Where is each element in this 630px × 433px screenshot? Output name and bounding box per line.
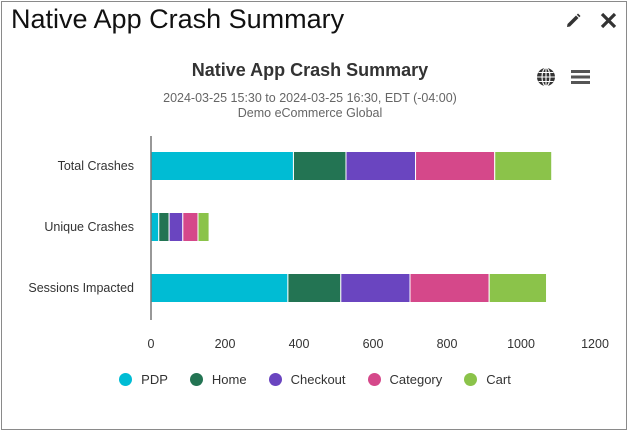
legend-marker (464, 373, 478, 386)
legend-label: Category (389, 372, 443, 387)
legend-label: PDP (141, 372, 168, 387)
chart-title: Native App Crash Summary (191, 60, 429, 80)
close-icon[interactable] (600, 12, 617, 34)
chart-subtitle-2: Demo eCommerce Global (237, 106, 383, 120)
legend-marker (189, 373, 203, 386)
chart-subtitle: 2024-03-25 15:30 to 2024-03-25 16:30, ED… (163, 91, 457, 105)
globe-icon[interactable] (536, 67, 556, 92)
legend-item-checkout[interactable]: Checkout (268, 372, 346, 387)
legend-item-category[interactable]: Category (367, 372, 443, 387)
legend-label: Home (211, 372, 247, 387)
legend-item-home[interactable]: Home (189, 372, 247, 387)
legend-marker (367, 373, 381, 386)
legend-label: Cart (486, 372, 511, 387)
chart-legend: PDP Home Checkout Category Cart (0, 372, 630, 387)
pencil-icon[interactable] (565, 13, 581, 34)
legend-marker (119, 373, 133, 386)
legend-label: Checkout (290, 372, 346, 387)
legend-item-pdp[interactable]: PDP (119, 372, 168, 387)
menu-icon[interactable] (571, 69, 590, 90)
legend-marker (268, 373, 282, 386)
legend-item-cart[interactable]: Cart (464, 372, 511, 387)
widget-title: Native App Crash Summary (11, 4, 345, 34)
